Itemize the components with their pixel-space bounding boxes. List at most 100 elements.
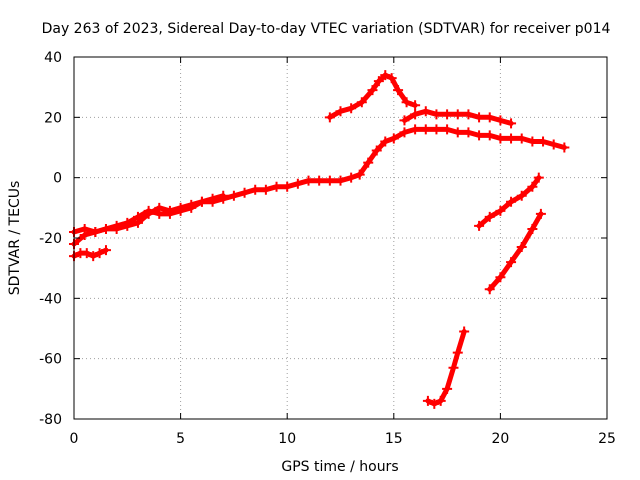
y-tick-label: 40 <box>44 50 62 66</box>
y-tick-label: -40 <box>39 291 62 307</box>
axis-ticks <box>73 56 608 420</box>
data-point <box>474 220 485 231</box>
data-point <box>559 142 570 153</box>
series-dip-track <box>425 329 467 407</box>
data-point <box>380 136 391 147</box>
x-tick-label: 5 <box>176 431 185 447</box>
data-point <box>452 127 463 138</box>
data-point <box>506 118 517 129</box>
data-point <box>271 181 282 192</box>
data-point <box>506 133 517 144</box>
data-point <box>346 103 357 114</box>
data-point <box>452 347 463 358</box>
data-point <box>143 208 154 219</box>
y-tick-labels: -80 -60 -40 -20 0 20 40 <box>39 50 62 428</box>
data-point <box>399 127 410 138</box>
data-point <box>380 70 391 81</box>
series-rising-track-2 <box>487 211 544 292</box>
data-point <box>527 181 538 192</box>
data-point <box>484 130 495 141</box>
data-point <box>207 193 218 204</box>
data-point <box>410 109 421 120</box>
data-point <box>354 169 365 180</box>
x-tick-labels: 0 5 10 15 20 25 <box>70 431 616 447</box>
data-point <box>442 124 453 135</box>
data-point <box>474 130 485 141</box>
y-tick-label: 0 <box>53 171 62 187</box>
data-point <box>132 217 143 228</box>
data-point <box>363 157 374 168</box>
data-point <box>239 187 250 198</box>
data-point <box>429 398 440 409</box>
x-tick-label: 0 <box>70 431 79 447</box>
data-series <box>69 70 570 409</box>
data-point <box>484 211 495 222</box>
data-point <box>324 112 335 123</box>
data-point <box>282 181 293 192</box>
data-point <box>495 115 506 126</box>
data-point <box>100 223 111 234</box>
data-point <box>373 76 384 87</box>
y-tick-label: -80 <box>39 412 62 428</box>
data-point <box>463 127 474 138</box>
data-point <box>484 112 495 123</box>
data-point <box>420 106 431 117</box>
data-point <box>175 202 186 213</box>
chart-title: Day 263 of 2023, Sidereal Day-to-day VTE… <box>42 21 611 37</box>
data-point <box>81 248 92 259</box>
data-point <box>474 112 485 123</box>
data-point <box>431 124 442 135</box>
data-point <box>463 109 474 120</box>
x-tick-label: 10 <box>278 431 296 447</box>
x-tick-label: 15 <box>385 431 403 447</box>
data-point <box>186 199 197 210</box>
y-tick-label: 20 <box>44 110 62 126</box>
data-point <box>94 248 105 259</box>
data-point <box>527 136 538 147</box>
data-point <box>516 190 527 201</box>
data-point <box>324 175 335 186</box>
data-point <box>314 175 325 186</box>
data-point <box>388 133 399 144</box>
data-point <box>367 85 378 96</box>
data-point <box>422 395 433 406</box>
data-point <box>260 184 271 195</box>
data-point <box>527 223 538 234</box>
data-point <box>442 383 453 394</box>
data-point <box>386 73 397 84</box>
data-point <box>371 145 382 156</box>
data-point <box>410 124 421 135</box>
data-point <box>516 133 527 144</box>
data-point <box>495 133 506 144</box>
data-point <box>335 106 346 117</box>
data-point <box>399 115 410 126</box>
y-tick-label: -20 <box>39 231 62 247</box>
data-point <box>218 190 229 201</box>
x-tick-label: 25 <box>598 431 616 447</box>
data-point <box>442 109 453 120</box>
data-point <box>495 272 506 283</box>
data-point <box>292 178 303 189</box>
x-axis-label: GPS time / hours <box>281 459 398 475</box>
data-point <box>88 251 99 262</box>
data-point <box>448 362 459 373</box>
data-point <box>420 124 431 135</box>
data-point <box>435 395 446 406</box>
y-tick-label: -60 <box>39 352 62 368</box>
data-point <box>154 202 165 213</box>
data-point <box>164 205 175 216</box>
data-point <box>356 97 367 108</box>
data-point <box>122 220 133 231</box>
data-point <box>484 284 495 295</box>
data-point <box>196 196 207 207</box>
series-main-track <box>71 126 567 247</box>
data-point <box>401 97 412 108</box>
x-tick-label: 20 <box>491 431 509 447</box>
data-point <box>535 208 546 219</box>
data-point <box>90 226 101 237</box>
data-point <box>452 109 463 120</box>
data-point <box>431 109 442 120</box>
data-point <box>459 326 470 337</box>
data-point <box>303 175 314 186</box>
